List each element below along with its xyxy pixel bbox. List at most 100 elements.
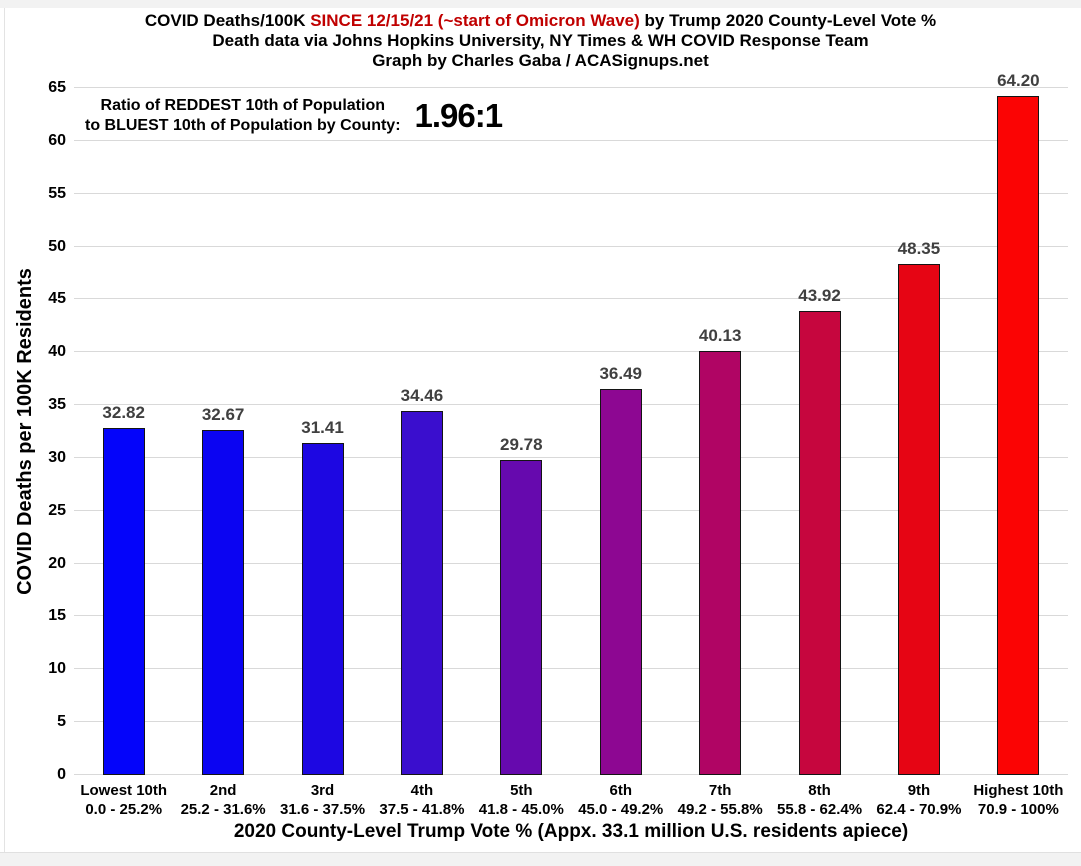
x-tick-label-9: 9th 62.4 - 70.9% <box>869 781 968 819</box>
x-tick-label-4: 4th 37.5 - 41.8% <box>372 781 471 819</box>
x-tick-range-3: 31.6 - 37.5% <box>279 801 366 818</box>
x-tick-tier-5: 5th <box>510 782 533 799</box>
x-tick-range-7: 49.2 - 55.8% <box>677 801 763 818</box>
bar-column-9: 48.35 <box>869 88 968 775</box>
chart-title-part2: by Trump 2020 County-Level Vote % <box>639 11 937 30</box>
ratio-annotation-text: Ratio of REDDEST 10th of Population to B… <box>85 96 401 136</box>
x-tick-range-9: 62.4 - 70.9% <box>876 801 962 818</box>
bar-column-4: 34.46 <box>372 88 471 775</box>
ratio-annotation-line2: to BLUEST 10th of Population by County: <box>85 117 401 134</box>
bar-column-5: 29.78 <box>472 88 571 775</box>
y-tick-label-65: 65 <box>48 79 66 96</box>
x-tick-label-2: 2nd 25.2 - 31.6% <box>173 781 272 819</box>
bar-column-1: 32.82 <box>74 88 173 775</box>
y-tick-label-5: 5 <box>57 713 66 731</box>
bar-1 <box>102 428 145 775</box>
x-tick-label-10: Highest 10th 70.9 - 100% <box>969 781 1068 819</box>
gridline-50 <box>74 245 1068 247</box>
y-axis-ticks: 0 5 10 15 20 25 30 35 40 45 50 55 60 65 <box>0 79 66 783</box>
x-tick-range-8: 55.8 - 62.4% <box>777 801 863 818</box>
chart-subtitle-sources: Death data via Johns Hopkins University,… <box>212 31 869 50</box>
gridline-60 <box>74 139 1068 141</box>
gridline-40 <box>74 351 1068 353</box>
x-tick-tier-10: Highest 10th <box>973 782 1064 799</box>
x-tick-tier-7: 7th <box>708 782 732 799</box>
y-tick-label-50: 50 <box>48 237 66 255</box>
y-tick-label-60: 60 <box>48 131 66 149</box>
gridline-30 <box>74 456 1068 458</box>
x-tick-label-7: 7th 49.2 - 55.8% <box>670 781 769 819</box>
gridline-15 <box>74 615 1068 617</box>
x-tick-tier-2: 2nd <box>209 782 237 799</box>
y-tick-label-55: 55 <box>48 184 66 202</box>
bar-value-label-4: 34.46 <box>400 385 444 405</box>
bar-value-label-5: 29.78 <box>500 435 543 455</box>
x-tick-range-10: 70.9 - 100% <box>977 801 1059 818</box>
y-tick-label-30: 30 <box>48 448 66 466</box>
bar-column-10: 64.20 <box>969 71 1068 775</box>
gridline-5 <box>74 721 1068 723</box>
bar-value-label-6: 36.49 <box>599 364 642 384</box>
chart-title-highlight: SINCE 12/15/21 (~start of Omicron Wave) <box>310 11 640 30</box>
gridline-45 <box>74 298 1068 300</box>
gridline-65 <box>74 87 1068 88</box>
chart-title-line1: COVID Deaths/100K SINCE 12/15/21 (~start… <box>0 11 1081 31</box>
x-tick-label-3: 3rd 31.6 - 37.5% <box>273 781 372 819</box>
x-tick-label-1: Lowest 10th 0.0 - 25.2% <box>74 781 173 819</box>
y-tick-label-0: 0 <box>57 766 66 783</box>
x-tick-tier-3: 3rd <box>310 782 335 799</box>
bar-column-8: 43.92 <box>770 88 869 775</box>
bar-9 <box>897 263 940 775</box>
window-top-band <box>0 0 1081 8</box>
x-tick-range-2: 25.2 - 31.6% <box>180 801 266 818</box>
bar-column-7: 40.13 <box>670 88 769 775</box>
gridline-0 <box>74 774 1068 775</box>
bar-value-label-10: 64.20 <box>997 71 1040 91</box>
ratio-annotation: Ratio of REDDEST 10th of Population to B… <box>85 96 503 136</box>
y-tick-label-20: 20 <box>48 554 66 572</box>
bar-6 <box>599 389 642 775</box>
gridline-10 <box>74 668 1068 670</box>
chart-subtitle-credit: Graph by Charles Gaba / ACASignups.net <box>372 51 709 70</box>
bar-10 <box>997 96 1040 775</box>
x-tick-range-1: 0.0 - 25.2% <box>85 801 163 818</box>
y-tick-label-35: 35 <box>48 396 66 414</box>
x-tick-tier-6: 6th <box>609 782 632 799</box>
bar-column-6: 36.49 <box>571 88 670 775</box>
bar-value-label-8: 43.92 <box>798 285 841 305</box>
x-tick-range-6: 45.0 - 49.2% <box>578 801 664 818</box>
y-tick-label-10: 10 <box>48 660 66 678</box>
x-tick-tier-9: 9th <box>907 782 931 799</box>
ratio-annotation-line1: Ratio of REDDEST 10th of Population <box>100 97 385 114</box>
bar-4 <box>400 410 443 775</box>
x-tick-tier-4: 4th <box>410 782 434 799</box>
x-tick-tier-8: 8th <box>808 782 831 799</box>
bar-column-3: 31.41 <box>273 88 372 775</box>
bar-5 <box>500 460 543 775</box>
bar-7 <box>699 350 742 775</box>
bar-value-label-7: 40.13 <box>698 325 742 345</box>
x-tick-tier-1: Lowest 10th <box>80 782 168 799</box>
x-tick-range-5: 41.8 - 45.0% <box>478 801 564 818</box>
x-tick-label-6: 6th 45.0 - 49.2% <box>571 781 670 819</box>
bar-2 <box>202 429 245 775</box>
bar-value-label-2: 32.67 <box>201 404 245 424</box>
bar-value-label-3: 31.41 <box>301 418 344 438</box>
x-tick-label-5: 5th 41.8 - 45.0% <box>472 781 571 819</box>
bar-value-label-1: 32.82 <box>102 403 145 423</box>
x-axis-title: 2020 County-Level Trump Vote % (Appx. 33… <box>233 821 909 842</box>
gridline-55 <box>74 192 1068 194</box>
chart-header: COVID Deaths/100K SINCE 12/15/21 (~start… <box>0 11 1081 71</box>
bar-column-2: 32.67 <box>173 88 272 775</box>
x-tick-label-8: 8th 55.8 - 62.4% <box>770 781 869 819</box>
y-tick-label-25: 25 <box>48 501 66 519</box>
window-bottom-band <box>0 852 1081 866</box>
y-tick-label-15: 15 <box>48 607 66 625</box>
y-tick-label-40: 40 <box>48 343 66 361</box>
gridline-35 <box>74 404 1068 406</box>
gridline-20 <box>74 562 1068 564</box>
bar-3 <box>301 443 344 775</box>
x-tick-range-4: 37.5 - 41.8% <box>379 801 465 818</box>
bar-series: 32.82 32.67 31.41 34.46 29.78 36.49 40.13 43.92… <box>74 71 1068 775</box>
gridline-25 <box>74 509 1068 511</box>
